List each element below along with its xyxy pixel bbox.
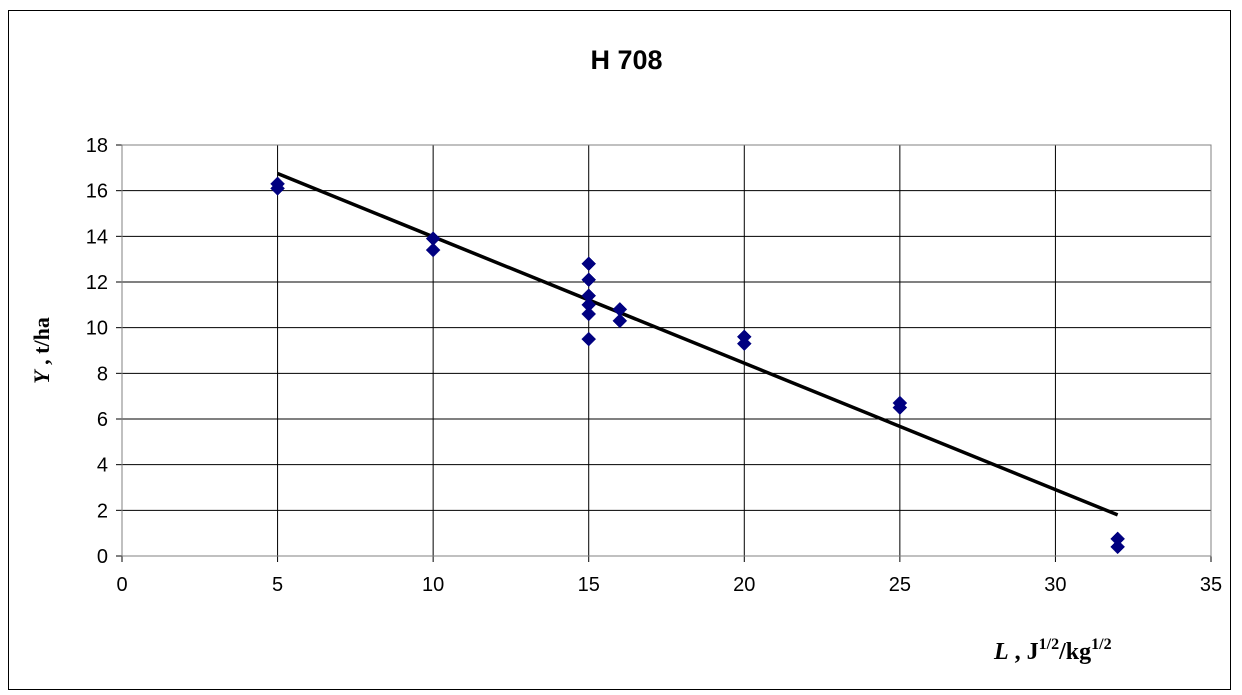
x-tick-label: 30 bbox=[1044, 574, 1066, 596]
plot-area-border bbox=[121, 144, 1212, 557]
data-point bbox=[736, 336, 752, 352]
y-axis-variable: Y bbox=[29, 368, 54, 384]
x-tick-label: 35 bbox=[1200, 574, 1222, 596]
trendline-layer bbox=[276, 171, 1119, 517]
data-point bbox=[270, 181, 285, 196]
data-point bbox=[892, 400, 908, 415]
y-tick-label: 6 bbox=[97, 409, 108, 431]
y-tick-label: 8 bbox=[97, 363, 108, 385]
y-axis-unit: , t/ha bbox=[29, 317, 54, 370]
data-point bbox=[581, 306, 597, 322]
data-point bbox=[581, 256, 597, 272]
y-axis-title: Y , t/ha bbox=[29, 317, 54, 384]
x-axis-variable: L bbox=[993, 639, 1009, 665]
x-axis-superscript: 1/2 bbox=[1091, 636, 1111, 653]
y-tick-label: 4 bbox=[97, 455, 108, 477]
trendline bbox=[276, 171, 1119, 517]
chart-title: H 708 bbox=[590, 45, 662, 75]
data-point bbox=[425, 242, 441, 258]
tick-labels: 0 2 4 6 8 10 12 14 16 18 0 5 10 15 20 25 30 35 bbox=[86, 135, 1222, 596]
x-tick-label: 25 bbox=[889, 574, 911, 596]
y-tick-label: 10 bbox=[86, 318, 108, 340]
y-tick-label: 2 bbox=[97, 500, 108, 522]
y-tick-label: 16 bbox=[86, 181, 108, 203]
x-axis-unit-part: /kg bbox=[1058, 639, 1091, 665]
x-axis-title: L , J1/2/kg1/2 bbox=[993, 636, 1112, 665]
grid-lines bbox=[116, 144, 1212, 562]
x-axis-unit-part: , J bbox=[1009, 639, 1039, 665]
x-tick-label: 20 bbox=[733, 574, 755, 596]
data-points bbox=[270, 176, 1126, 555]
scatter-chart: 0 2 4 6 8 10 12 14 16 18 0 5 10 15 20 25 30 35 H 708 Y , … bbox=[29, 45, 1222, 665]
data-point bbox=[581, 331, 597, 347]
y-tick-label: 12 bbox=[86, 272, 108, 294]
data-point bbox=[581, 272, 597, 288]
data-point bbox=[612, 313, 628, 329]
chart-frame: 0 2 4 6 8 10 12 14 16 18 0 5 10 15 20 25 30 35 H 708 Y , … bbox=[8, 10, 1231, 690]
x-tick-label: 0 bbox=[116, 574, 127, 596]
x-tick-label: 15 bbox=[578, 574, 600, 596]
y-tick-label: 18 bbox=[86, 135, 108, 157]
data-point bbox=[1110, 539, 1126, 555]
y-tick-label: 14 bbox=[86, 226, 108, 248]
x-tick-label: 5 bbox=[272, 574, 283, 596]
x-tick-label: 10 bbox=[422, 574, 444, 596]
x-axis-superscript: 1/2 bbox=[1039, 636, 1059, 653]
y-tick-label: 0 bbox=[97, 546, 108, 568]
